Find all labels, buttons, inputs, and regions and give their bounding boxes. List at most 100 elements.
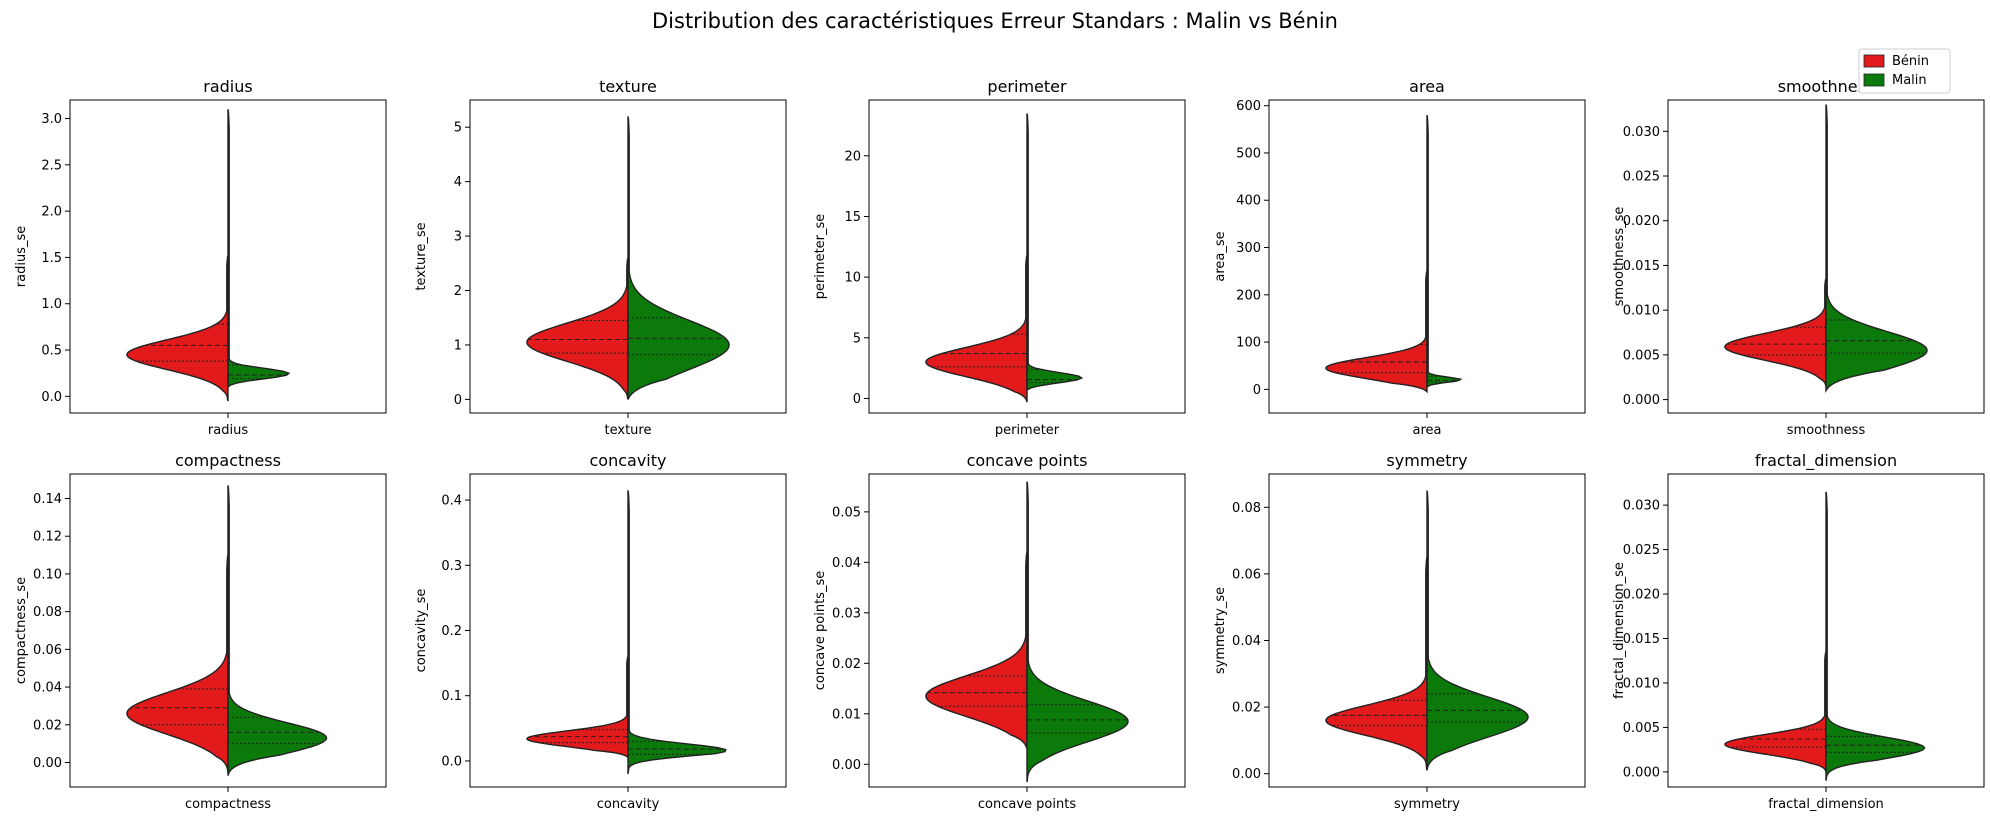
violin-benin [126,554,229,773]
y-tick-label: 0.010 [1623,304,1660,319]
y-tick-label: 0.020 [1623,588,1660,603]
violin-malin [1426,490,1529,771]
panel-fractal-dimension: 0.000 0.005 0.010 0.015 0.020 0.025 0.030 fract… [1612,451,1985,812]
y-tick-label: 0.06 [1232,567,1261,582]
y-tick-label: 0.000 [1623,765,1660,780]
y-label: concavity_se [414,589,429,673]
y-tick-label: 0 [454,393,462,408]
x-label: concave points [978,797,1076,812]
y-tick-label: 0.030 [1623,125,1660,140]
x-label: texture [605,423,652,438]
legend: Bénin Malin [1858,48,1951,94]
panel-compactness: 0.00 0.02 0.04 0.06 0.08 0.10 0.12 0.14 compactn… [14,451,387,812]
y-tick-label: 0.06 [33,643,62,658]
violin-malin [627,116,730,400]
y-tick-label: 5 [454,121,462,136]
y-tick-label: 0.000 [1623,393,1660,408]
y-tick-label: 0.005 [1623,348,1660,363]
y-tick-label: 15 [844,210,861,225]
violin-malin [1026,113,1084,392]
violin-malin [227,109,291,389]
y-label: radius_se [14,226,29,287]
violin-benin [526,656,629,760]
violin-malin [227,485,328,776]
y-tick-label: 0.005 [1623,721,1660,736]
y-tick-label: 0.030 [1623,499,1660,514]
violin-benin [1724,278,1827,387]
y-tick-label: 10 [844,271,861,286]
panel-title: concave points [967,451,1088,470]
y-tick-label: 0.02 [1232,701,1261,716]
panel-title: concavity [590,451,667,470]
y-label: concave points_se [813,571,828,690]
y-tick-label: 1.0 [41,297,62,312]
x-label: symmetry [1394,797,1460,812]
y-tick-label: 4 [454,175,462,190]
y-label: smoothness_se [1612,207,1627,307]
violin-malin [1426,114,1463,389]
y-tick-label: 2.5 [41,158,62,173]
y-tick-label: 600 [1236,99,1261,114]
y-tick-label: 1.5 [41,251,62,266]
y-tick-label: 0.01 [832,707,861,722]
violin-benin [526,257,629,400]
y-tick-label: 0.0 [41,390,62,405]
y-label: symmetry_se [1213,587,1228,674]
y-tick-label: 0.00 [33,756,62,771]
panel-title: smoothness [1778,77,1875,96]
y-tick-label: 500 [1236,146,1261,161]
panel-title: area [1409,77,1445,96]
x-label: fractal_dimension [1768,797,1884,812]
violin-malin [1825,104,1928,394]
y-tick-label: 200 [1236,288,1261,303]
y-tick-label: 0 [1253,383,1261,398]
y-label: texture_se [414,222,429,290]
y-tick-label: 0.04 [832,556,861,571]
y-tick-label: 0 [853,392,861,407]
x-label: perimeter [995,423,1060,438]
violin-malin [627,490,727,775]
y-tick-label: 400 [1236,194,1261,209]
y-tick-label: 20 [844,149,861,164]
legend-label-benin: Bénin [1892,54,1929,69]
legend-label-malin: Malin [1892,73,1927,88]
y-tick-label: 0.04 [1232,634,1261,649]
y-tick-label: 0.04 [33,681,62,696]
x-label: radius [208,423,248,438]
y-tick-label: 0.05 [832,505,861,520]
y-tick-label: 100 [1236,336,1261,351]
y-tick-label: 3 [454,230,462,245]
y-tick-label: 0.02 [832,657,861,672]
x-label: compactness [185,797,271,812]
y-label: compactness_se [14,577,29,684]
panel-title: texture [599,77,657,96]
y-label: area_se [1213,231,1228,281]
y-label: perimeter_se [813,214,828,300]
y-tick-label: 0.015 [1623,259,1660,274]
y-tick-label: 300 [1236,241,1261,256]
panel-radius: 0.0 0.5 1.0 1.5 2.0 2.5 3.0 radius radius radius_… [14,77,387,438]
y-tick-label: 0.14 [33,492,62,507]
y-tick-label: 0.02 [33,718,62,733]
y-tick-label: 0.5 [41,344,62,359]
panel-texture: 0 1 2 3 4 5 texture texture texture_se [414,77,787,438]
y-tick-label: 0.015 [1623,632,1660,647]
y-tick-label: 2.0 [41,205,62,220]
y-tick-label: 1 [454,338,462,353]
x-label: concavity [597,797,660,812]
y-tick-label: 0.08 [1232,501,1261,516]
y-tick-label: 2 [454,284,462,299]
panel-area: 0 100 200 300 400 500 600 area area area_se [1213,77,1586,438]
x-label: smoothness [1787,423,1866,438]
y-tick-label: 0.025 [1623,170,1660,185]
y-tick-label: 3.0 [41,112,62,127]
violin-malin [1825,491,1926,781]
panel-concave-points: 0.00 0.01 0.02 0.03 0.04 0.05 concave points co… [813,451,1186,812]
panel-title: perimeter [987,77,1067,96]
y-tick-label: 5 [853,331,861,346]
y-tick-label: 0.020 [1623,214,1660,229]
y-tick-label: 0.2 [441,624,462,639]
violin-benin [1724,651,1827,773]
y-label: fractal_dimension_se [1612,562,1627,699]
